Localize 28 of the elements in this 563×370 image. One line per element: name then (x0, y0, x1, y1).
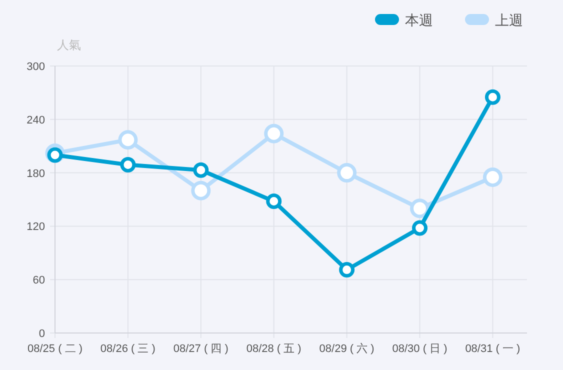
point (264, 124, 284, 144)
y-tick-label: 180 (26, 168, 45, 180)
point (191, 180, 211, 200)
y-tick-label: 0 (38, 328, 45, 340)
legend-label: 上週 (495, 12, 523, 28)
point (118, 130, 138, 150)
point (412, 220, 428, 236)
y-tick-label: 120 (26, 221, 45, 234)
x-tick-label: 08/30 ( 日 ) (392, 343, 448, 355)
y-tick-label: 240 (26, 114, 45, 126)
x-tick-label: 08/27 ( 四 ) (173, 343, 228, 355)
x-tick-label: 08/25 ( 二 ) (27, 343, 83, 355)
y-axis-title: 人氣 (57, 38, 81, 52)
legend-label: 本週 (405, 12, 433, 28)
x-tick-label: 08/28 ( 五 ) (246, 343, 302, 355)
point (266, 194, 282, 210)
point (484, 89, 500, 105)
point (482, 168, 502, 187)
point (339, 262, 355, 278)
y-tick-label: 300 (26, 61, 45, 73)
point (120, 157, 136, 173)
x-tick-label: 08/31 ( 一 ) (465, 343, 520, 355)
y-tick-label: 60 (32, 274, 45, 287)
point (193, 162, 209, 178)
point (337, 163, 357, 183)
x-tick-label: 08/29 ( 六 ) (319, 342, 374, 355)
point (410, 198, 430, 218)
x-tick-label: 08/26 ( 三 ) (100, 343, 156, 355)
